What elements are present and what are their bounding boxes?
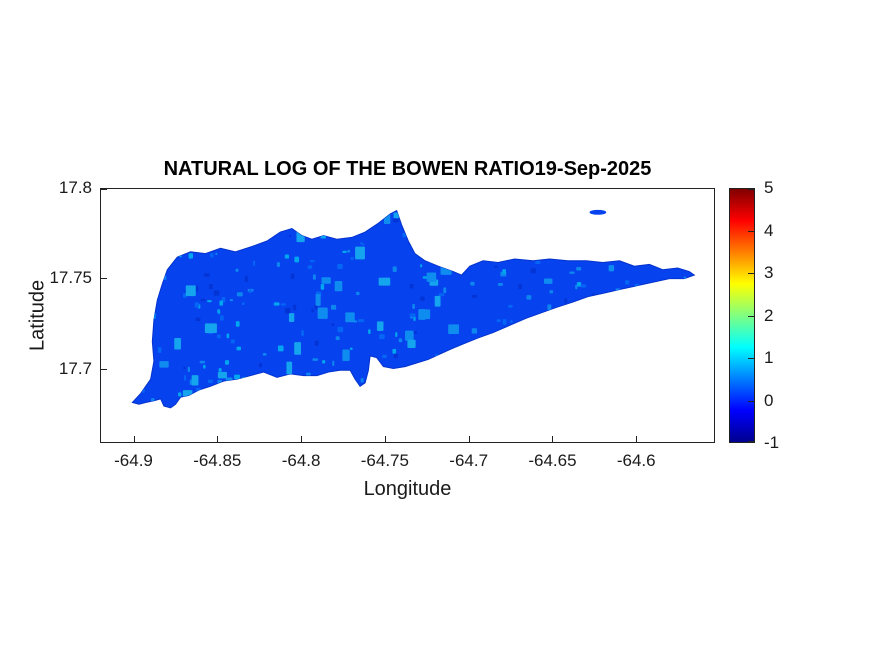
chart-title: NATURAL LOG OF THE BOWEN RATIO19-Sep-202…	[163, 158, 652, 180]
colorbar-tick-mark	[748, 400, 754, 402]
y-tick-mark	[101, 278, 107, 280]
x-tick-mark	[384, 436, 386, 442]
colorbar-tick-label: 4	[764, 220, 774, 240]
island-region	[131, 209, 696, 409]
y-tick-mark	[101, 368, 107, 370]
x-tick-label: -64.9	[114, 451, 153, 470]
colorbar-tick-label: 2	[764, 305, 774, 325]
colorbar-tick-mark	[748, 358, 754, 359]
x-tick-mark	[301, 436, 303, 442]
x-tick-label: -64.6	[616, 451, 656, 470]
y-tick-label: 17.7	[58, 358, 92, 378]
x-tick-mark	[636, 436, 638, 442]
colorbar-tick-label: -1	[764, 433, 780, 452]
x-tick-label: -64.8	[281, 451, 321, 470]
colorbar-tick-mark	[748, 189, 754, 190]
x-tick-label: -64.7	[449, 451, 489, 470]
plot-area	[100, 188, 715, 443]
colorbar-tick-label: 0	[764, 390, 774, 410]
x-tick-mark	[552, 436, 554, 442]
x-tick-mark	[133, 436, 135, 442]
colorbar-tick-mark	[748, 315, 754, 317]
island-map-canvas	[131, 209, 696, 409]
x-tick-label: -64.75	[360, 451, 409, 470]
colorbar-tick-label: 3	[764, 263, 774, 282]
x-tick-label: -64.65	[528, 451, 577, 470]
islet-buck-island	[589, 209, 607, 215]
x-tick-mark	[468, 436, 470, 442]
y-tick-mark	[101, 189, 107, 190]
colorbar-tick-label: 5	[764, 178, 774, 197]
colorbar-tick-mark	[748, 230, 754, 232]
x-tick-label: -64.85	[193, 451, 242, 470]
y-tick-label: 17.75	[49, 268, 92, 288]
y-axis-label: Latitude	[26, 279, 49, 352]
colorbar-tick-label: 1	[764, 348, 774, 367]
colorbar-tick-mark	[748, 273, 754, 274]
x-tick-mark	[217, 436, 219, 442]
y-tick-label: 17.8	[58, 178, 92, 197]
colorbar-tick-mark	[748, 441, 754, 442]
x-axis-label: Longitude	[363, 478, 452, 500]
